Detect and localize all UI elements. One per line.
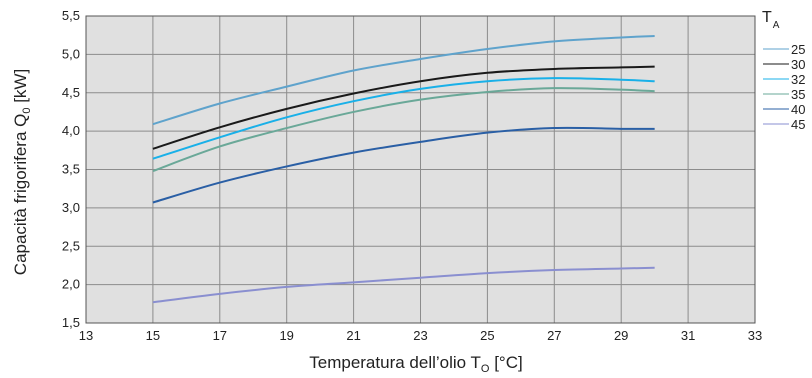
y-tick-labels: 1,5 2,0 2,5 3,0 3,5 4,0 4,5 5,0 5,5	[62, 8, 80, 330]
y-axis-title-sub: 0	[21, 108, 33, 114]
y-tick-label-5: 4,0	[62, 123, 80, 138]
y-tick-label-4: 3,5	[62, 162, 80, 177]
x-axis-title-sub: O	[481, 363, 490, 375]
x-tick-label-3: 19	[279, 328, 293, 343]
series-line-45	[152, 266, 655, 304]
series-line-32	[152, 77, 655, 160]
series-line-25	[152, 34, 655, 126]
y-tick-label-8: 5,5	[62, 8, 80, 23]
x-axis-title-unit: [°C]	[489, 353, 522, 372]
legend-label-45: 45	[791, 117, 805, 132]
y-tick-label-7: 5,0	[62, 46, 80, 61]
y-tick-label-0: 1,5	[62, 315, 80, 330]
series-line-35	[152, 87, 655, 172]
x-axis-title-main: Temperatura dell’olio T	[309, 353, 481, 372]
x-tick-label-4: 21	[346, 328, 360, 343]
x-tick-labels: 13 15 17 19 21 23 25 27 29 31 33	[79, 328, 762, 343]
legend-label-25: 25	[791, 42, 805, 57]
x-tick-label-5: 23	[413, 328, 427, 343]
y-axis-title-main: Capacità frigorifera Q	[11, 114, 30, 276]
plot-frame	[85, 15, 756, 324]
y-tick-label-6: 4,5	[62, 85, 80, 100]
legend-label-30: 30	[791, 57, 805, 72]
legend-label-35: 35	[791, 87, 805, 102]
x-tick-label-6: 25	[480, 328, 494, 343]
x-tick-label-10: 33	[748, 328, 762, 343]
x-tick-label-1: 15	[146, 328, 160, 343]
series-lines	[152, 34, 655, 304]
legend-label-32: 32	[791, 72, 805, 87]
legend-title-main: T	[762, 9, 772, 26]
x-tick-label-8: 29	[614, 328, 628, 343]
series-line-40	[152, 126, 655, 204]
x-tick-label-7: 27	[547, 328, 561, 343]
y-axis-title-unit: [kW]	[11, 69, 30, 108]
y-axis-title: Capacità frigorifera Q0 [kW]	[11, 69, 33, 275]
x-axis-title: Temperatura dell’olio TO [°C]	[309, 353, 522, 375]
legend-label-40: 40	[791, 102, 805, 117]
x-tick-label-2: 17	[213, 328, 227, 343]
y-tick-label-2: 2,5	[62, 238, 80, 253]
x-tick-label-9: 31	[681, 328, 695, 343]
y-tick-label-1: 2,0	[62, 277, 80, 292]
series-line-30	[152, 65, 655, 150]
x-tick-label-0: 13	[79, 328, 93, 343]
legend-title-sub: A	[773, 20, 780, 31]
legend-title: TA	[762, 9, 780, 31]
y-tick-label-3: 3,0	[62, 200, 80, 215]
